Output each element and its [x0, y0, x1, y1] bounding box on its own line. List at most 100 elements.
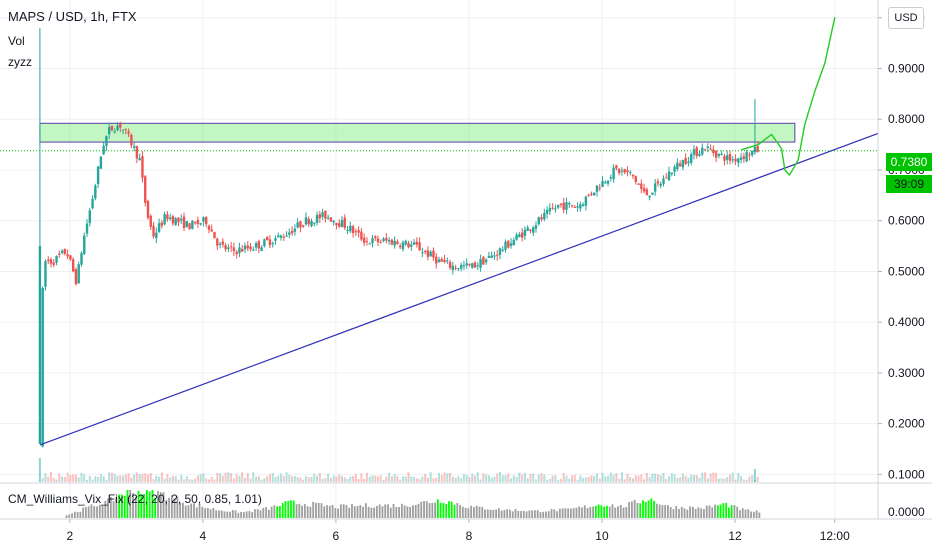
vix-bar: [722, 503, 725, 518]
volume-bar: [80, 472, 83, 482]
symbol-title[interactable]: MAPS / USD, 1h, FTX: [8, 9, 137, 24]
volume-bar: [701, 472, 704, 482]
candle: [640, 183, 643, 189]
vix-bar: [655, 503, 658, 518]
volume-bar: [510, 478, 513, 482]
volume-bar: [332, 475, 335, 482]
vix-bar: [303, 504, 306, 518]
candle: [107, 127, 111, 135]
vix-bar: [90, 504, 93, 518]
volume-bar: [52, 477, 55, 482]
candle: [301, 225, 305, 227]
candle: [423, 251, 427, 253]
vix-bar: [348, 507, 351, 518]
volume-bar: [293, 476, 296, 482]
volume-bar: [640, 474, 643, 482]
vix-bar: [312, 501, 315, 518]
candle: [753, 146, 757, 153]
volume-legend[interactable]: Vol: [8, 34, 25, 48]
volume-bar: [216, 472, 219, 482]
volume-bar: [41, 478, 44, 482]
drawings-layer: [39, 17, 879, 446]
candle: [667, 171, 671, 181]
volume-bar: [119, 475, 122, 482]
vix-bar: [381, 506, 384, 518]
candle: [750, 150, 754, 156]
candle: [204, 217, 208, 225]
candle: [80, 253, 83, 265]
volume-bar: [454, 477, 457, 482]
vix-bar: [287, 500, 290, 518]
volume-bar: [515, 476, 518, 482]
volume-bar: [183, 479, 186, 482]
indicator-legend[interactable]: CM_Williams_Vix_Fix (22, 20, 2, 50, 0.85…: [8, 492, 262, 506]
candle: [562, 202, 565, 210]
vix-bar: [176, 496, 179, 518]
volume-bar: [113, 473, 116, 482]
vix-bar: [98, 504, 101, 518]
vix-bar: [578, 506, 581, 518]
currency-button[interactable]: USD: [888, 7, 924, 29]
vix-bar: [533, 510, 536, 518]
vix-bar: [733, 505, 736, 518]
candle: [88, 210, 91, 223]
candle: [171, 216, 175, 224]
vix-bar: [525, 511, 528, 518]
y-tick-label: 0.9000: [888, 61, 925, 75]
vix-bar: [342, 504, 345, 518]
vix-bar: [364, 503, 367, 518]
vix-bar: [378, 504, 381, 518]
vix-bar: [412, 505, 414, 518]
volume-bar: [360, 473, 363, 482]
candle: [374, 236, 377, 239]
volume-bar: [451, 476, 454, 482]
volume-bar: [346, 479, 349, 482]
volume-bar: [271, 473, 274, 482]
volume-bar: [227, 472, 230, 482]
zyzz-legend[interactable]: zyzz: [8, 55, 32, 69]
candle: [662, 178, 665, 184]
candle: [77, 264, 80, 284]
candle: [634, 176, 637, 182]
candle: [604, 182, 607, 184]
vix-bar: [425, 501, 428, 518]
volume-bar: [324, 478, 327, 482]
vix-bar: [650, 498, 653, 518]
vix-bar: [359, 505, 362, 518]
volume-bar: [91, 479, 94, 482]
candle: [612, 167, 615, 180]
volume-bar: [604, 476, 607, 482]
volume-bar: [612, 474, 615, 482]
volume-bar: [135, 472, 138, 482]
vix-bar: [727, 507, 730, 518]
vix-bar: [151, 490, 154, 518]
candle: [60, 250, 64, 253]
candle: [653, 183, 657, 192]
candle: [155, 232, 158, 239]
vix-bar: [331, 505, 334, 518]
y-tick-label: 0.4000: [888, 315, 925, 329]
candle: [229, 246, 233, 248]
volume-bar: [443, 472, 446, 482]
volume-histogram: [38, 458, 759, 482]
volume-bar: [490, 477, 493, 482]
candle: [166, 214, 169, 220]
vix-bar: [334, 508, 337, 518]
candle: [146, 200, 150, 218]
vix-bar: [561, 508, 564, 518]
candle: [723, 155, 726, 161]
volume-bar: [482, 473, 485, 482]
candle: [163, 214, 166, 225]
vix-bar: [395, 506, 398, 518]
vix-bar: [464, 507, 467, 518]
candle: [507, 240, 510, 248]
candle: [362, 237, 366, 243]
vix-bar: [118, 494, 121, 518]
volume-bar: [498, 472, 501, 482]
vix-bar: [251, 512, 254, 518]
candle: [138, 158, 141, 161]
vix-bar: [301, 505, 303, 518]
candle: [709, 148, 712, 150]
vix-bar: [486, 509, 489, 518]
